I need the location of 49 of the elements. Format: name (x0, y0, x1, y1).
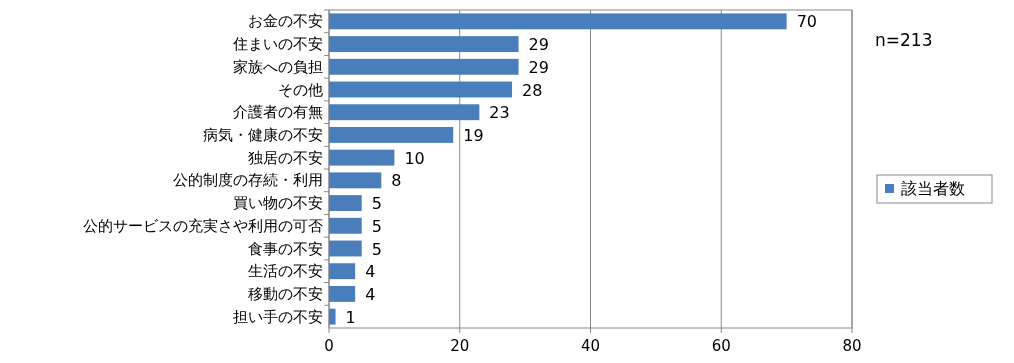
data-label: 4 (365, 284, 376, 304)
bar (329, 149, 395, 166)
y-tick-label: 独居の不安 (248, 148, 323, 167)
data-label: 5 (371, 194, 382, 214)
data-label: 29 (528, 57, 549, 77)
y-tick-label: 介護者の有無 (233, 103, 323, 122)
bar (329, 217, 362, 234)
data-label: 29 (528, 35, 549, 55)
bar (329, 285, 356, 302)
bar (329, 13, 787, 30)
data-label: 23 (489, 103, 510, 123)
y-tick-label: 家族への負担 (233, 57, 323, 76)
bar (329, 104, 480, 121)
x-tick-label: 40 (580, 337, 601, 355)
text: n=213 (875, 30, 933, 50)
data-label: 1 (345, 307, 356, 327)
y-tick-label: 担い手の不安 (233, 307, 323, 326)
data-label: 28 (522, 80, 543, 100)
bar (329, 172, 382, 189)
y-tick-label: 買い物の不安 (233, 194, 323, 213)
y-tick-label: 住まいの不安 (232, 35, 323, 54)
x-tick-label: 80 (842, 337, 862, 355)
y-tick-label: 生活の不安 (248, 262, 323, 281)
data-label: 19 (463, 125, 484, 145)
y-tick-label: 公的制度の存続・利用 (173, 171, 323, 190)
data-label: 5 (371, 239, 382, 259)
legend-label: 該当者数 (901, 179, 965, 198)
data-label: 70 (796, 12, 817, 32)
bar (329, 81, 513, 98)
data-label: 8 (391, 171, 402, 191)
y-tick-label: 食事の不安 (248, 239, 323, 258)
y-tick-label: お金の不安 (248, 12, 323, 31)
bar (329, 195, 362, 212)
bar (329, 126, 454, 143)
x-tick-label: 0 (324, 337, 334, 355)
bar (329, 58, 519, 75)
bar (329, 240, 362, 257)
y-tick-label: 移動の不安 (248, 284, 323, 303)
data-label: 5 (371, 216, 382, 236)
y-tick-label: その他 (278, 80, 323, 99)
x-tick-label: 20 (450, 337, 470, 355)
bar (329, 308, 336, 325)
x-tick-label: 60 (711, 337, 731, 355)
data-label: 10 (404, 148, 425, 168)
bar (329, 263, 356, 280)
y-tick-label: 病気・健康の不安 (203, 125, 323, 144)
data-label: 4 (365, 262, 376, 282)
y-tick-label: 公的サービスの充実さや利用の可否 (83, 216, 323, 235)
bar (329, 36, 519, 53)
